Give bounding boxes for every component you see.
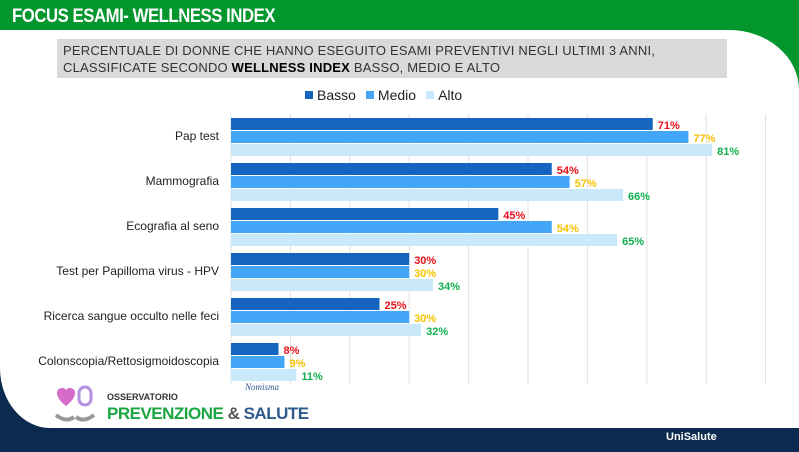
observatory-label: OSSERVATORIO bbox=[107, 392, 178, 402]
legend: Basso Medio Alto bbox=[305, 87, 462, 103]
legend-swatch bbox=[305, 91, 313, 99]
legend-label: Medio bbox=[377, 87, 417, 103]
bar-medio bbox=[231, 131, 689, 143]
bar-basso bbox=[231, 343, 279, 355]
bar-medio bbox=[231, 221, 552, 233]
brand-name: PREVENZIONE & SALUTE bbox=[107, 404, 309, 424]
data-label: 54% bbox=[557, 223, 579, 235]
observatory-logo bbox=[54, 385, 96, 422]
subtitle-text: PERCENTUALE DI DONNE CHE HANNO ESEGUITO … bbox=[63, 43, 656, 75]
brand-part-b: SALUTE bbox=[243, 404, 310, 423]
category-label: Mammografia bbox=[146, 174, 220, 188]
bar-basso bbox=[231, 163, 552, 175]
legend-label: Basso bbox=[317, 87, 356, 103]
data-label: 66% bbox=[628, 191, 650, 203]
bar-basso bbox=[231, 118, 653, 130]
chart-subtitle: PERCENTUALE DI DONNE CHE HANNO ESEGUITO … bbox=[57, 39, 727, 78]
category-label: Pap test bbox=[175, 129, 220, 143]
subtitle-text-end: BASSO, MEDIO E ALTO bbox=[350, 60, 501, 75]
legend-item-basso: Basso bbox=[305, 87, 356, 103]
data-label: 30% bbox=[414, 268, 436, 280]
bar-medio bbox=[231, 266, 410, 278]
data-label: 34% bbox=[438, 281, 460, 293]
footer-bar bbox=[0, 428, 799, 452]
subtitle-bold: WELLNESS INDEX bbox=[231, 60, 351, 75]
legend-swatch bbox=[365, 91, 374, 99]
data-label: 65% bbox=[622, 236, 644, 248]
bar-alto bbox=[231, 234, 618, 246]
category-label: Ecografia al seno bbox=[126, 219, 219, 233]
legend-item-alto: Alto bbox=[426, 87, 462, 103]
data-label: 77% bbox=[693, 133, 715, 145]
unisalute-logo: UniSalute bbox=[666, 431, 717, 443]
data-label: 71% bbox=[658, 120, 680, 132]
bar-alto bbox=[231, 144, 713, 156]
data-label: 57% bbox=[575, 178, 597, 190]
data-label: 30% bbox=[414, 255, 436, 267]
data-label: 11% bbox=[301, 371, 323, 383]
data-label: 25% bbox=[385, 300, 407, 312]
page-title: FOCUS ESAMI- WELLNESS INDEX bbox=[12, 6, 276, 27]
data-label: 30% bbox=[414, 313, 436, 325]
nomisma-logo: Nomisma bbox=[245, 382, 280, 392]
data-label: 9% bbox=[289, 358, 305, 370]
brand-part-a: PREVENZIONE bbox=[107, 404, 224, 423]
legend-swatch bbox=[426, 91, 435, 99]
bar-medio bbox=[231, 176, 570, 188]
data-label: 81% bbox=[717, 146, 739, 158]
data-label: 45% bbox=[503, 210, 525, 222]
legend-item-medio: Medio bbox=[365, 87, 417, 103]
bar-alto bbox=[231, 279, 433, 291]
bar-medio bbox=[231, 311, 410, 323]
bar-alto bbox=[231, 189, 624, 201]
bar-alto bbox=[231, 324, 422, 336]
data-label: 54% bbox=[557, 165, 579, 177]
bar-basso bbox=[231, 298, 380, 310]
category-label: Ricerca sangue occulto nelle feci bbox=[44, 309, 219, 323]
legend-label: Alto bbox=[438, 87, 463, 103]
data-label: 32% bbox=[426, 326, 448, 338]
brand-amp: & bbox=[223, 404, 244, 423]
header-bar: FOCUS ESAMI- WELLNESS INDEX bbox=[0, 0, 799, 30]
category-label: Colonscopia/Rettosigmoidoscopia bbox=[38, 354, 219, 368]
bar-basso bbox=[231, 253, 410, 265]
data-label: 8% bbox=[284, 345, 300, 357]
bar-basso bbox=[231, 208, 499, 220]
bar-alto bbox=[231, 369, 297, 381]
category-label: Test per Papilloma virus - HPV bbox=[56, 264, 219, 278]
bar-medio bbox=[231, 356, 285, 368]
